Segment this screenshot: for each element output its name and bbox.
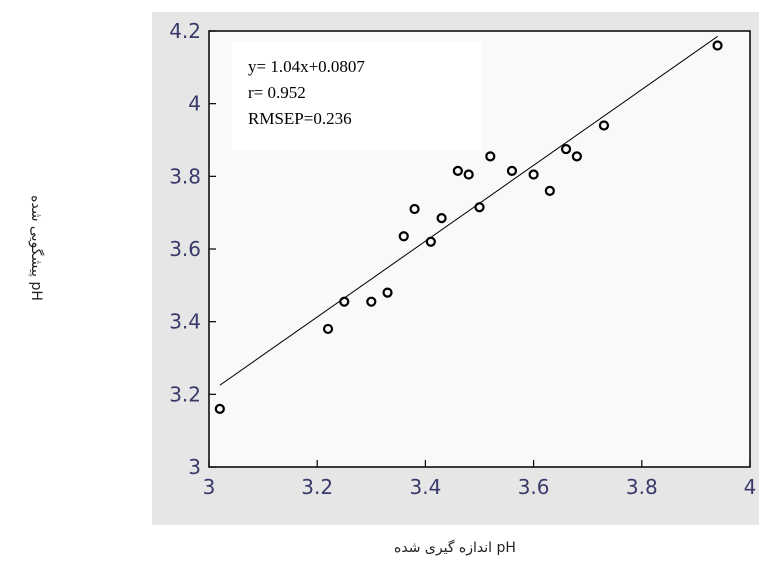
data-point — [214, 403, 225, 414]
data-point — [382, 287, 393, 298]
x-tick-label: 3.8 — [626, 475, 658, 499]
y-tick-label: 3.4 — [169, 310, 201, 334]
x-tick-label: 4 — [744, 475, 757, 499]
equation-annotation: y= 1.04x+0.0807 — [248, 57, 365, 76]
data-point — [485, 151, 496, 162]
x-tick-label: 3 — [203, 475, 216, 499]
data-point — [528, 169, 539, 180]
data-point — [366, 296, 377, 307]
data-point — [560, 143, 572, 155]
y-tick-label: 3 — [188, 455, 201, 479]
y-tick-label: 4 — [188, 92, 201, 116]
data-point — [322, 323, 334, 335]
y-axis-title: pH پیشگویی شده — [28, 195, 45, 301]
data-point — [463, 169, 474, 180]
r-annotation: r= 0.952 — [248, 83, 306, 102]
x-axis-title: pH اندازه گیری شده — [394, 539, 516, 556]
y-tick-label: 3.8 — [169, 164, 201, 188]
x-tick-label: 3.2 — [301, 475, 333, 499]
data-point — [452, 165, 463, 176]
x-tick-label: 3.4 — [409, 475, 441, 499]
data-point — [506, 165, 518, 176]
data-point — [474, 202, 485, 213]
y-tick-label: 3.6 — [169, 237, 201, 261]
x-tick-label: 3.6 — [518, 475, 550, 499]
data-point — [425, 236, 436, 247]
y-tick-label: 4.2 — [169, 19, 201, 43]
regression-line — [219, 36, 718, 386]
data-point — [409, 203, 420, 215]
equation-box — [232, 42, 482, 150]
data-point — [436, 213, 447, 224]
data-point — [544, 185, 555, 196]
data-point — [398, 231, 409, 242]
rmsep-annotation: RMSEP=0.236 — [248, 109, 352, 128]
y-tick-label: 3.2 — [169, 382, 201, 406]
data-point — [712, 40, 723, 51]
data-point — [571, 151, 582, 162]
data-point — [339, 296, 350, 307]
data-point — [598, 120, 610, 131]
